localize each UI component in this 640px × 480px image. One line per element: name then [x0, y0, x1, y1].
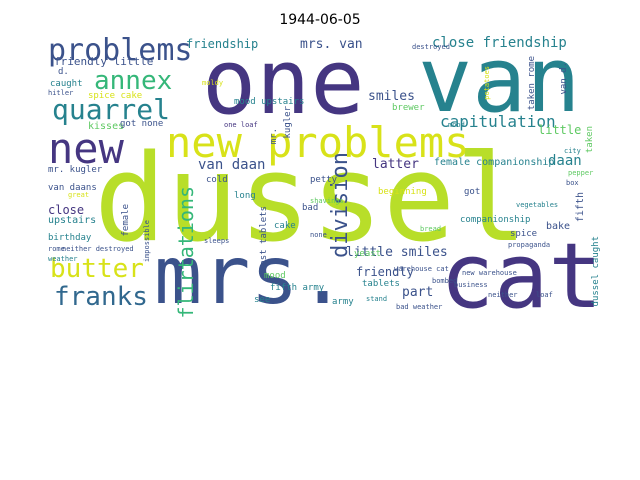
word-army: army [332, 297, 354, 307]
word-friendship: friendship [186, 37, 259, 51]
word-warehouse-cat: warehouse cat [394, 265, 449, 273]
word-caught: caught [50, 79, 83, 89]
chart-title: 1944-06-05 [279, 12, 361, 28]
word-stand: stand [366, 295, 388, 303]
word-problems: problems [48, 36, 193, 68]
word-yeast: yeast [354, 249, 382, 259]
word-bombed: bombed [432, 277, 458, 285]
word-shavings: shavings [310, 197, 344, 205]
word-one: one [202, 36, 365, 135]
word-tablets: tablets [362, 279, 400, 289]
word-friendly-little: friendly little [54, 55, 154, 68]
word-mood-upstairs: mood upstairs [234, 97, 305, 107]
word-kugler: kugler [283, 106, 293, 139]
word-cold: cold [206, 175, 228, 185]
word-dussel: dussel [94, 130, 528, 269]
word-mr-kugler: mr. kugler [48, 165, 103, 175]
word-mrs-van: mrs. van [300, 37, 363, 52]
word-got-none: got none [120, 119, 164, 129]
word-little: little [538, 123, 582, 137]
word-friendly: friendly [356, 265, 414, 279]
word-mrs: mrs. [154, 229, 347, 320]
word-weather: weather [48, 255, 78, 263]
word-petty: petty [310, 175, 338, 185]
word-box: box [566, 179, 579, 187]
word-see: see [254, 295, 271, 305]
word-kisses: kisses [88, 121, 125, 132]
word-part: part [402, 285, 434, 300]
word-neither-destroyed: neither destroyed [62, 245, 134, 253]
word-dussel-caught: dussel caught [591, 236, 600, 307]
word-smiles: smiles [368, 89, 415, 104]
word-fifth-army: fifth army [270, 283, 325, 293]
word-loaf: loaf [536, 291, 553, 299]
word-flirtations: flirtations [174, 186, 198, 319]
word-destroyed: destroyed [412, 43, 450, 51]
word-bread: bread [420, 225, 442, 233]
word-city: city [564, 147, 581, 155]
word-van-daans: van daans [48, 183, 97, 193]
word-upstairs: upstairs [48, 215, 97, 226]
word-cat: cat [440, 224, 600, 321]
word-cake: cake [274, 221, 296, 231]
word-daan: daan [548, 153, 582, 169]
word-sleeps: sleeps [204, 237, 230, 245]
word-got: got [464, 187, 481, 197]
word-little-smiles: little smiles [346, 245, 448, 260]
word-mood-small: mood [448, 121, 465, 129]
word-impossible: impossible [143, 220, 151, 263]
word-pepper: pepper [568, 169, 594, 177]
word-spice-cake: spice cake [88, 91, 143, 101]
word-new: new [48, 124, 124, 173]
word-spice: spice [510, 229, 538, 239]
word-mr: mr. [269, 128, 279, 145]
word-long: long [234, 191, 256, 201]
word-close: close [48, 203, 85, 217]
word-great: great [68, 191, 90, 199]
word-female: female [121, 204, 131, 237]
word-neither: neither [488, 291, 518, 299]
word-bad-weather: bad weather [396, 303, 443, 311]
word-vegetables: vegetables [516, 201, 559, 209]
word-birthday: birthday [48, 233, 92, 243]
word-mood: mood [264, 271, 286, 281]
word-rome: rome [48, 245, 65, 253]
word-female-companionship: female companionship [434, 157, 555, 168]
word-taken-rome: taken rome [527, 56, 537, 111]
word-yeast-tablets: yeast tablets [259, 206, 269, 277]
word-moldy: moldy [202, 79, 224, 87]
word-franks: franks [54, 282, 148, 312]
word-fifth: fifth [575, 192, 586, 223]
word-brewer: brewer [392, 103, 425, 113]
word-bake: bake [546, 221, 571, 232]
word-companionship: companionship [460, 215, 531, 225]
word-close-friendship: close friendship [432, 36, 567, 51]
word-propaganda: propaganda [508, 241, 551, 249]
word-d: d. [58, 67, 69, 77]
word-capitulation: capitulation [440, 112, 556, 131]
word-quarrel: quarrel [52, 93, 171, 126]
word-hitler: hitler [48, 89, 74, 97]
word-none: none [310, 231, 327, 239]
word-annex: annex [94, 66, 173, 96]
word-butter: butter [50, 254, 144, 284]
word-taken: taken [585, 126, 595, 154]
word-bad: bad [302, 203, 319, 213]
word-van-d: van d. [559, 62, 569, 95]
word-one-loaf: one loaf [224, 121, 258, 129]
word-business: business [454, 281, 488, 289]
word-van: van [418, 36, 581, 133]
word-latter: latter [372, 157, 419, 172]
word-potatoes: potatoes [483, 66, 491, 100]
word-new-warehouse: new warehouse [462, 269, 517, 277]
word-new-problems: new problems [166, 118, 470, 167]
word-van-daan: van daan [198, 157, 266, 173]
word-cloud: dussel one van cat mrs. new problems new… [48, 36, 600, 320]
word-beginning: beginning [378, 187, 427, 197]
